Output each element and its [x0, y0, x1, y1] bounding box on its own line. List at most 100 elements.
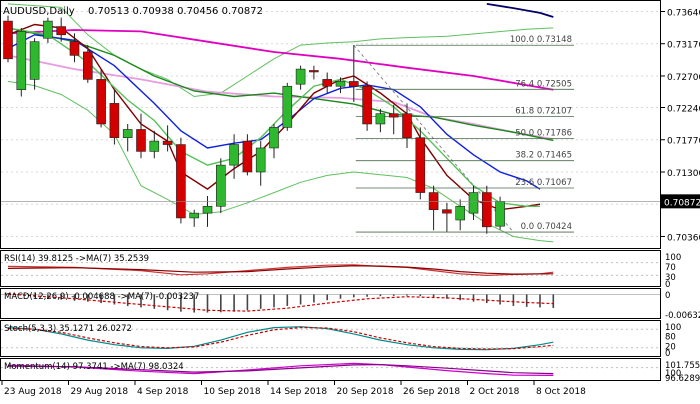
rsi-line — [7, 264, 554, 277]
candle-bullish — [282, 85, 293, 128]
candle-bearish — [69, 41, 80, 56]
macd-tick-label: -0.006325 — [665, 311, 700, 321]
ma-magenta-line — [7, 29, 554, 91]
macd-tick-label: 0 — [665, 291, 670, 301]
candle-bearish — [402, 113, 412, 138]
candle-bullish — [29, 41, 40, 80]
stoch-tick-label: 20 — [665, 342, 676, 352]
fib-level-label: 76.4 0.72505 — [515, 79, 572, 89]
candle-bearish — [56, 26, 67, 36]
ma-navy-line — [486, 3, 554, 18]
candle-bearish — [348, 81, 359, 87]
fib-level-label: 0.0 0.70424 — [521, 222, 572, 232]
date-label: 14 Sep 2018 — [270, 387, 327, 397]
momentum-tick-label: 100 — [665, 369, 681, 379]
rsi-ma-line — [7, 265, 554, 275]
candle-bullish — [375, 113, 386, 125]
fib-level-label: 50.0 0.71786 — [515, 129, 572, 139]
candle-bearish — [3, 20, 13, 60]
date-label: 2 Oct 2018 — [470, 387, 520, 397]
date-label: 8 Oct 2018 — [536, 387, 586, 397]
rsi-panel-frame — [0, 250, 661, 287]
ma-pink-line — [7, 54, 554, 140]
bb-lower-line — [7, 80, 554, 243]
date-label: 10 Sep 2018 — [204, 387, 261, 397]
stoch-k-line — [7, 326, 554, 351]
candle-bearish — [322, 79, 333, 87]
candle-bullish — [269, 127, 279, 149]
stoch-tick-label: 80 — [665, 333, 676, 343]
candle-bullish — [202, 205, 213, 214]
candle-bearish — [162, 140, 173, 145]
candle-bearish — [83, 51, 93, 80]
candle-bullish — [122, 129, 133, 138]
momentum-line — [7, 362, 554, 376]
date-label: 4 Sep 2018 — [137, 387, 189, 397]
moving-averages — [7, 3, 554, 211]
candle-bullish — [468, 192, 479, 214]
candle-bearish — [136, 129, 146, 152]
chart-ohlc-label: 0.70513 0.70938 0.70456 0.70872 — [88, 6, 263, 17]
candle-bullish — [455, 205, 466, 221]
momentum-panel-frame — [0, 358, 661, 381]
candle-bearish — [362, 85, 372, 125]
candle-bullish — [229, 144, 239, 166]
macd-panel-frame — [0, 288, 661, 319]
candle-bearish — [442, 209, 452, 214]
macd-label: MACD(12,26,9) -0.004688 ->MA(7) -0.00323… — [4, 292, 199, 302]
candle-bullish — [149, 140, 160, 152]
ma-lightgreen-line — [7, 27, 540, 207]
rsi-tick-label: 0 — [665, 280, 670, 290]
stoch-tick-label: 0 — [665, 349, 670, 359]
current-price-badge — [661, 194, 700, 209]
candle-bullish — [216, 164, 226, 207]
candle-bullish — [335, 81, 346, 87]
price-panel-frame — [0, 0, 661, 249]
date-axis: 23 Aug 2018 29 Aug 2018 4 Sep 2018 10 Sep 2… — [1, 381, 586, 397]
candle-bullish — [43, 20, 53, 39]
date-label: 29 Aug 2018 — [71, 387, 129, 397]
candle-bullish — [495, 201, 505, 227]
stoch-d-line — [7, 326, 554, 350]
rsi-tick-label: 30 — [665, 273, 676, 283]
rsi-label: RSI(14) 39.8125 ->MA(7) 35.2539 — [4, 254, 149, 264]
stoch-panel-frame — [0, 320, 661, 357]
fib-level-label: 23.6 0.71067 — [515, 178, 572, 188]
momentum-label: Momentum(14) 97.3741 ->MA(7) 98.0324 — [4, 362, 184, 372]
fibonacci-retracement: 100.0 0.73148 76.4 0.72505 61.8 0.72107 50.… — [353, 35, 574, 233]
rsi-tick-label: 70 — [665, 263, 676, 273]
candle-bearish — [481, 192, 492, 228]
fib-level-label: 61.8 0.72107 — [515, 107, 572, 117]
ma-green-line — [7, 27, 554, 142]
indicator-panels: RSI(14) 39.8125 ->MA(7) 35.2539 10070300M… — [1, 253, 700, 384]
candle-bearish — [96, 79, 106, 125]
macd-signal-line — [7, 293, 554, 312]
momentum-ma-line — [7, 363, 554, 375]
fib-level-label: 38.2 0.71465 — [515, 151, 572, 161]
date-label: 20 Sep 2018 — [337, 387, 394, 397]
rsi-tick-label: 100 — [665, 253, 681, 263]
date-label: 23 Aug 2018 — [4, 387, 62, 397]
candle-bearish — [242, 140, 253, 173]
momentum-tick-label: 101.7555 — [665, 361, 700, 371]
momentum-tick-label: 96.6289 — [665, 374, 700, 384]
candle-bearish — [109, 103, 120, 138]
current-price-label: 0.70872 — [664, 198, 700, 208]
candle-bearish — [309, 70, 319, 73]
stoch-tick-label: 100 — [665, 323, 681, 333]
candlesticks — [3, 15, 505, 234]
candle-bullish — [16, 31, 27, 90]
chart-symbol-label: AUDUSD,Daily — [3, 6, 75, 17]
candle-bullish — [295, 68, 306, 85]
candle-bullish — [189, 212, 199, 219]
stoch-label: Stoch(5,3,3) 35.1271 26.0272 — [4, 324, 132, 334]
